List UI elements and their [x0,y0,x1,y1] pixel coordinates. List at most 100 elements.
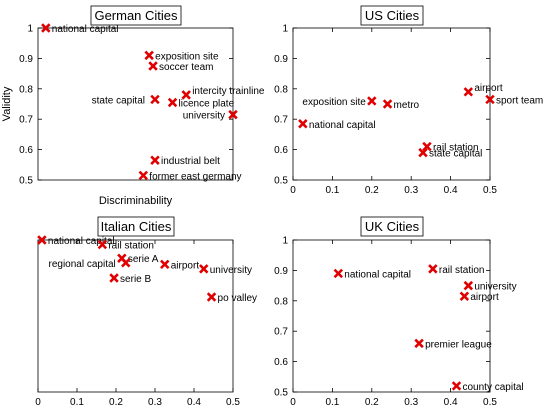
data-point: regional capital [48,258,131,270]
point-marker [451,381,462,391]
data-point: airport [160,259,200,271]
y-tick-label: 0.6 [19,145,33,156]
point-label: airport [171,260,200,271]
plot-frame [37,27,234,181]
data-point: industrial belt [150,155,220,167]
point-marker [298,119,308,129]
point-marker [97,239,108,250]
point-label: national capital [52,24,119,35]
data-point: licence plate [167,97,235,109]
point-label: state capital [92,95,145,106]
point-marker [117,253,127,263]
point-marker [160,259,170,270]
data-point: state capital [92,94,160,106]
y-tick-label: 0.8 [274,296,288,307]
point-marker [463,87,474,97]
point-label: sport team [496,95,543,106]
data-point: premier league [414,338,492,350]
y-tick-label: 0.9 [274,266,288,277]
y-tick-label: 0.8 [19,84,33,95]
title-box [360,5,424,26]
x-axis-title: Discriminability [99,195,173,207]
point-marker [144,50,154,61]
y-tick-label: 0.7 [19,115,33,126]
point-marker [382,99,393,109]
x-tick-label: 0.2 [365,185,379,196]
data-point: national capital [41,23,119,35]
data-point: university [463,280,517,293]
point-label: premier league [425,339,492,350]
y-tick-label: 0.7 [274,115,288,126]
point-label: former east germany [149,171,241,182]
point-marker [148,61,158,71]
point-marker [367,96,377,106]
point-marker [181,90,191,100]
data-point: soccer team [148,61,214,73]
point-label: serie B [120,274,151,285]
x-tick-label: 0 [290,397,296,406]
y-tick-label: 0.5 [274,388,288,399]
x-tick-label: 0.3 [404,185,418,196]
x-tick-label: 0.1 [325,185,339,196]
x-tick-label: 0 [35,397,41,406]
point-marker [150,155,160,165]
y-tick-label: 0.8 [274,84,288,95]
data-point: university [199,264,252,276]
point-marker [422,141,432,152]
point-label: airport [470,292,499,303]
point-label: university [183,111,225,122]
y-tick-label: 0.7 [274,327,288,338]
point-marker [463,280,474,291]
x-tick-label: 0.5 [226,397,240,406]
point-marker [485,94,495,105]
point-label: industrial belt [161,156,220,167]
data-point: exposition site [144,50,219,62]
point-marker [459,291,470,301]
point-label: rail station [433,143,479,154]
y-tick-label: 0.9 [274,54,288,65]
data-point: national capital [298,119,376,131]
x-tick-label: 0.1 [70,397,84,406]
x-tick-label: 0.1 [325,397,339,406]
point-label: state capital [429,149,482,160]
point-label: national capital [48,236,115,247]
point-marker [206,292,217,302]
data-point: metro [382,99,420,111]
panel-title: UK Cities [365,219,420,234]
x-tick-label: 0 [290,185,296,196]
data-point: state capital [418,147,482,160]
point-label: exposition site [155,51,219,62]
panel-1: 0.5 0.6 0.7 0.8 0.9 1 0 0.1 0.2 0.3 0.4 0.5 expositi… [274,5,543,196]
data-point: national capital [37,235,115,247]
data-point: county capital [451,381,524,393]
point-label: licence plate [179,98,235,109]
panel-title: Italian Cities [101,219,172,234]
point-marker [150,94,160,105]
y-axis-title: Validity [1,86,13,121]
data-point: serie B [109,273,152,285]
point-marker [167,97,178,108]
y-tick-label: 0.9 [19,54,33,65]
y-tick-label: 0.6 [274,145,288,156]
point-label: national capital [344,269,411,280]
data-point: exposition site [302,96,377,108]
data-point: university [183,109,238,122]
point-marker [37,235,47,245]
x-tick-label: 0.2 [109,397,123,406]
point-label: airport [474,83,503,94]
point-label: university [210,265,252,276]
point-marker [418,147,428,158]
data-point: airport [459,291,499,303]
point-marker [199,264,209,274]
title-box [90,5,182,26]
panel-3: 0.5 0.6 0.7 0.8 0.9 1 0 0.1 0.2 0.3 0.4 0.5 national… [274,216,524,406]
x-tick-label: 0.5 [483,397,497,406]
point-label: national capital [309,120,376,131]
point-label: soccer team [159,62,213,73]
title-box [360,216,424,237]
plot-frame [37,239,234,393]
panel-title: US Cities [365,8,420,23]
data-point: intercity trainline [181,86,265,100]
y-tick-label: 1 [282,236,288,247]
